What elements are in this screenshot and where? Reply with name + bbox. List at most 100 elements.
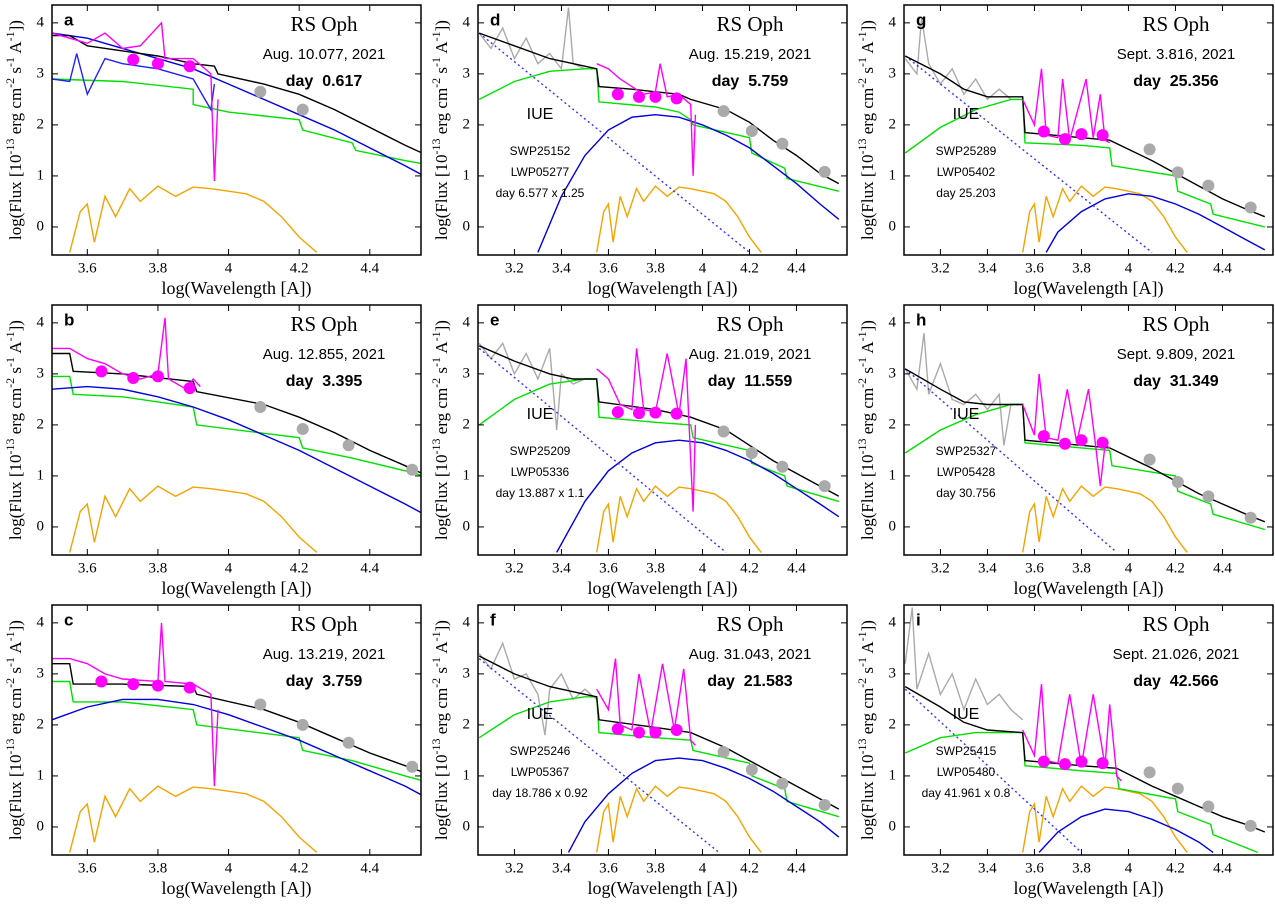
spectrum-line: [52, 698, 421, 796]
y-tick-label: 1: [37, 467, 45, 483]
label-part: erg cm: [858, 388, 877, 439]
label-part: log(Flux [10: [6, 154, 25, 239]
dotted-line: [478, 32, 750, 253]
data-point: [1058, 758, 1071, 771]
plot-frame: [51, 304, 422, 556]
date: Aug. 12.855, 2021: [263, 346, 386, 363]
spectrum-line: [52, 375, 421, 476]
annotation: LWP05480: [937, 765, 996, 779]
plot-area: [478, 7, 840, 253]
superscript: -2: [3, 678, 17, 688]
panel: 3.2 3.4 3.6 3.8 4 4.2 4.4 0 1 2 3 4 log(Wavelength […: [429, 304, 848, 599]
x-tick-label: 4.4: [360, 860, 379, 876]
data-point: [745, 446, 758, 459]
chart-title: RS Oph: [1142, 312, 1210, 336]
spectrum-line: [1022, 185, 1188, 253]
label-part: A: [858, 341, 877, 357]
x-axis-label: log(Wavelength [A]): [162, 878, 312, 899]
superscript: -1: [855, 631, 869, 641]
panel: 3.2 3.4 3.6 3.8 4 4.2 4.4 0 1 2 3 4 log(Wavelength […: [429, 604, 848, 899]
data-point: [296, 103, 309, 116]
label-part: s: [432, 67, 451, 78]
y-tick-label: 4: [463, 14, 471, 30]
plot-frame: [903, 304, 1274, 556]
superscript: -13: [3, 138, 17, 154]
y-tick-label: 4: [889, 614, 897, 630]
data-point: [1171, 782, 1184, 795]
data-point: [254, 401, 267, 414]
dotted-line: [478, 347, 727, 553]
annotation: SWP25415: [936, 744, 997, 758]
data-point: [183, 60, 196, 73]
y-axis-label: log(Flux [10-13 erg cm-2 s-1 A-1]): [429, 620, 451, 840]
spectrum-line: [596, 185, 762, 253]
x-axis-label: log(Wavelength [A]): [1014, 578, 1164, 599]
y-tick-label: 3: [37, 365, 45, 381]
y-tick-label: 0: [463, 818, 471, 834]
y-tick-label: 2: [889, 416, 897, 432]
label-part: erg cm: [858, 688, 877, 739]
y-axis-label: log(Flux [10-13 erg cm-2 s-1 A-1]): [429, 20, 451, 240]
spectrum-line: [478, 378, 839, 503]
y-tick-label: 0: [889, 218, 897, 234]
data-point: [151, 679, 164, 692]
label-part: erg cm: [432, 88, 451, 139]
annotation: SWP25152: [510, 144, 571, 158]
data-point: [745, 125, 758, 138]
annotation: SWP25209: [510, 444, 571, 458]
data-point: [649, 90, 662, 103]
y-tick-label: 1: [463, 767, 471, 783]
x-tick-label: 3.4: [978, 560, 997, 576]
superscript: -1: [3, 357, 17, 367]
data-point: [342, 439, 355, 452]
x-tick-label: 3.2: [505, 260, 524, 276]
date: Sept. 9.809, 2021: [1117, 346, 1235, 363]
label-part: A: [432, 641, 451, 657]
superscript: -1: [3, 631, 17, 641]
data-point: [1037, 125, 1050, 138]
x-axis-label: log(Wavelength [A]): [162, 278, 312, 299]
annotation: IUE: [527, 706, 554, 723]
superscript: -2: [855, 678, 869, 688]
spectrum-line: [52, 34, 421, 154]
chart-title: RS Oph: [716, 12, 784, 36]
dotted-line: [904, 688, 1082, 853]
plot-area: [904, 333, 1266, 553]
annotation: IUE: [953, 706, 980, 723]
label-part: ]): [858, 320, 877, 331]
data-point: [406, 760, 419, 773]
data-point: [127, 678, 140, 691]
x-tick-label: 3.2: [505, 560, 524, 576]
data-point: [1075, 434, 1088, 447]
plot-area: [478, 341, 840, 553]
x-tick-label: 3.8: [149, 260, 168, 276]
x-tick-label: 4: [1125, 560, 1133, 576]
label-part: erg cm: [6, 88, 25, 139]
spectrum-line: [478, 341, 597, 431]
superscript: -1: [429, 331, 443, 341]
y-tick-label: 3: [37, 665, 45, 681]
data-point: [717, 425, 730, 438]
panel-letter: g: [916, 10, 926, 29]
y-tick-label: 4: [463, 314, 471, 330]
x-tick-label: 3.6: [599, 860, 618, 876]
date: Aug. 13.219, 2021: [263, 646, 386, 663]
x-tick-label: 3.8: [646, 560, 665, 576]
y-tick-label: 2: [463, 416, 471, 432]
y-tick-label: 3: [463, 65, 471, 81]
y-tick-label: 0: [889, 518, 897, 534]
panel: 3.6 3.8 4 4.2 4.4 0 1 2 3 4 log(Wavelength [A]) log…: [3, 4, 422, 299]
y-tick-label: 0: [463, 218, 471, 234]
y-tick-label: 1: [889, 767, 897, 783]
data-point: [1244, 511, 1257, 524]
data-point: [342, 736, 355, 749]
date: Aug. 21.019, 2021: [689, 346, 812, 363]
superscript: -1: [855, 57, 869, 67]
x-tick-label: 3.6: [599, 560, 618, 576]
panel: 3.6 3.8 4 4.2 4.4 0 1 2 3 4 log(Wavelength [A]) log…: [3, 604, 422, 899]
label-part: erg cm: [858, 88, 877, 139]
superscript: -2: [855, 378, 869, 388]
x-tick-label: 3.6: [1025, 860, 1044, 876]
label-part: ]): [6, 620, 25, 631]
